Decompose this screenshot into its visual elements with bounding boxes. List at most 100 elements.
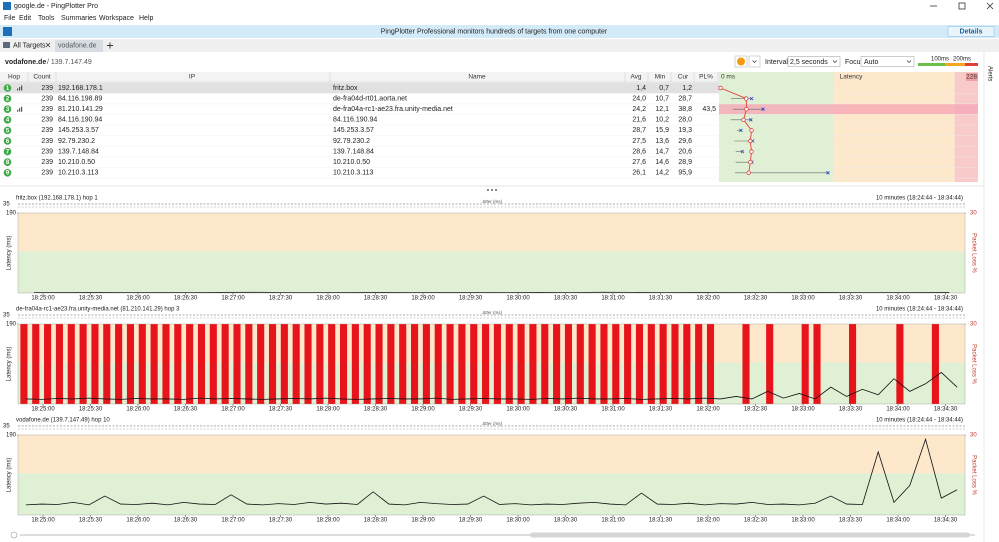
details-button-label[interactable]: Details [960, 28, 983, 35]
add-tab[interactable] [107, 42, 113, 49]
avg-latency-dot [744, 96, 749, 101]
x-tick-label: 18:27:30 [269, 296, 293, 302]
x-tick-label: 18:31:00 [601, 518, 625, 524]
focus-select[interactable] [860, 56, 915, 67]
current-latency [761, 107, 765, 111]
tab[interactable]: vodafone.de [58, 42, 97, 49]
packet-loss-bar [612, 324, 620, 404]
menu-item[interactable]: Tools [38, 15, 55, 22]
x-tick-label: 18:25:00 [31, 407, 55, 413]
zone-green [18, 251, 965, 293]
close-button[interactable] [986, 2, 994, 10]
menu-item[interactable]: Summaries [61, 15, 97, 22]
x-tick-label: 18:25:30 [79, 296, 103, 302]
tab-close[interactable] [45, 42, 51, 48]
hop-count: 239 [41, 106, 53, 113]
latency-zone-green [719, 72, 833, 182]
x-tick-label: 18:27:30 [269, 407, 293, 413]
side-panel-tab[interactable]: Alerts [986, 66, 992, 81]
x-tick-label: 18:26:00 [126, 407, 150, 413]
legend-label: 100ms [931, 57, 949, 63]
packet-loss-bar [162, 324, 170, 404]
hop-name: fritz.box [333, 85, 358, 92]
x-tick-label: 18:28:30 [364, 296, 388, 302]
x-tick-label: 18:34:30 [934, 518, 958, 524]
packet-loss-bar [292, 324, 300, 404]
x-tick-label: 18:31:30 [649, 407, 673, 413]
hop-badge [3, 94, 12, 103]
maximize-button[interactable] [958, 2, 966, 10]
plot-frame [17, 323, 966, 405]
current-latency [739, 128, 743, 133]
x-tick-label: 18:28:30 [364, 407, 388, 413]
x-tick-label: 18:34:00 [886, 407, 910, 413]
column-header[interactable]: Cur [678, 74, 689, 81]
column-header[interactable]: Hop [8, 74, 20, 81]
hop-name: 145.253.3.57 [333, 127, 374, 134]
packet-loss-bar [706, 324, 715, 404]
packet-loss-bar [482, 324, 490, 404]
x-tick-label: 18:29:00 [411, 296, 435, 302]
x-tick-label: 18:27:00 [221, 518, 245, 524]
column-header[interactable]: Avg [630, 74, 641, 81]
menu-item[interactable]: Workspace [99, 15, 134, 22]
hop-ip: 192.168.178.1 [58, 85, 103, 92]
hop-badge [3, 126, 12, 135]
hop-cur: 38,8 [678, 106, 692, 113]
time-scroll-thumb[interactable] [530, 532, 970, 538]
zone-green [18, 473, 965, 515]
packet-loss-bar [351, 324, 359, 404]
hop-count: 239 [41, 138, 53, 145]
y-axis-label: Latency (ms) [7, 458, 13, 493]
hop-number: 3 [6, 107, 10, 113]
tab-active[interactable] [55, 40, 103, 52]
x-tick-label: 18:25:00 [31, 296, 55, 302]
hop-cur: 20,6 [678, 148, 692, 155]
hop-badge [3, 137, 12, 145]
avg-latency-dot [748, 138, 753, 144]
x-tick-label: 18:30:30 [554, 296, 578, 302]
hop-avg: 27,6 [632, 159, 646, 166]
jitter-label: Jitter (ms) [481, 421, 502, 426]
graph-icon [19, 87, 21, 91]
tab[interactable]: All Targets [13, 42, 46, 49]
hop-count: 239 [41, 117, 53, 124]
interval-select[interactable] [787, 56, 841, 67]
details-button[interactable] [947, 26, 995, 37]
latency-line [25, 437, 958, 506]
column-header[interactable]: Min [655, 74, 666, 81]
dropdown-arrow [832, 60, 838, 63]
time-scroll-handle[interactable] [10, 531, 18, 539]
hop-min: 14,7 [655, 148, 669, 155]
avg-latency-dot [748, 159, 753, 165]
jitter-tick: 35 [3, 313, 10, 319]
hop-min: 10,7 [655, 95, 669, 102]
packet-loss-bar [174, 324, 182, 404]
interval-value[interactable]: 2,5 seconds [790, 59, 828, 66]
x-tick-label: 18:32:30 [744, 296, 768, 302]
column-header[interactable]: Name [468, 74, 486, 81]
banner [0, 25, 999, 38]
menu-item[interactable]: Help [139, 15, 154, 22]
x-tick-label: 18:34:30 [934, 407, 958, 413]
hop-cur: 1,2 [682, 85, 692, 92]
graph-icon [19, 108, 21, 112]
hop-badge [3, 105, 12, 113]
column-header[interactable]: IP [189, 74, 195, 81]
hop-avg: 21,6 [632, 117, 646, 124]
packet-loss-bar [742, 324, 750, 404]
legend-bar-orange [945, 63, 965, 66]
menu-item[interactable]: Edit [19, 15, 31, 22]
hop-number: 8 [6, 160, 10, 166]
hop-badge [3, 158, 12, 166]
pause-dropdown[interactable] [748, 55, 761, 68]
x-tick-label: 18:32:00 [696, 296, 720, 302]
menu-item[interactable]: File [4, 15, 15, 22]
focus-value[interactable]: Auto [864, 59, 879, 66]
column-header[interactable]: PL% [699, 74, 713, 81]
packet-loss-bar [138, 324, 146, 404]
x-tick-label: 18:25:30 [79, 407, 103, 413]
packet-loss-bar [695, 324, 703, 404]
hop-cur: 28,0 [678, 117, 692, 124]
column-header[interactable]: Count [33, 74, 51, 81]
